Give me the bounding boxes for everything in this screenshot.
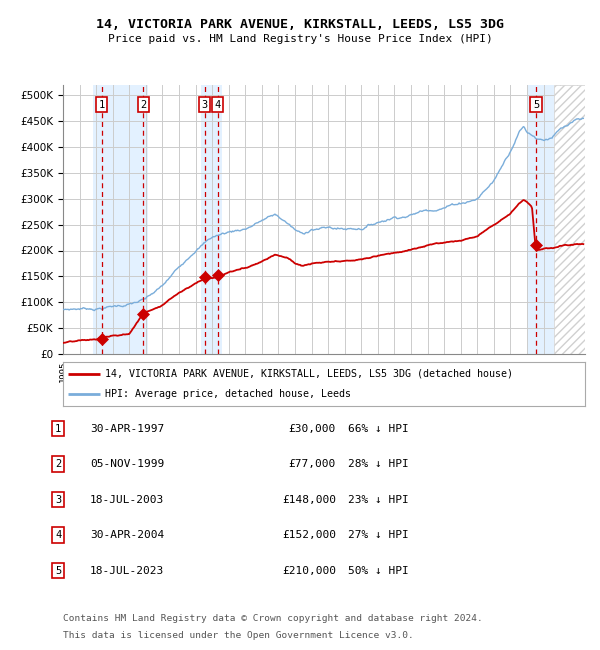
Text: 4: 4 — [55, 530, 61, 540]
Text: 14, VICTORIA PARK AVENUE, KIRKSTALL, LEEDS, LS5 3DG (detached house): 14, VICTORIA PARK AVENUE, KIRKSTALL, LEE… — [105, 369, 513, 379]
Text: 50% ↓ HPI: 50% ↓ HPI — [348, 566, 409, 575]
Text: 1: 1 — [55, 424, 61, 434]
Text: 30-APR-1997: 30-APR-1997 — [90, 424, 164, 434]
Text: £30,000: £30,000 — [289, 424, 336, 434]
Text: 28% ↓ HPI: 28% ↓ HPI — [348, 459, 409, 469]
Text: 05-NOV-1999: 05-NOV-1999 — [90, 459, 164, 469]
Text: 18-JUL-2003: 18-JUL-2003 — [90, 495, 164, 504]
Text: 1: 1 — [98, 99, 105, 110]
Text: Price paid vs. HM Land Registry's House Price Index (HPI): Price paid vs. HM Land Registry's House … — [107, 34, 493, 44]
Text: 5: 5 — [533, 99, 539, 110]
Text: 23% ↓ HPI: 23% ↓ HPI — [348, 495, 409, 504]
Text: £152,000: £152,000 — [282, 530, 336, 540]
Text: £210,000: £210,000 — [282, 566, 336, 575]
Text: 18-JUL-2023: 18-JUL-2023 — [90, 566, 164, 575]
Text: 14, VICTORIA PARK AVENUE, KIRKSTALL, LEEDS, LS5 3DG: 14, VICTORIA PARK AVENUE, KIRKSTALL, LEE… — [96, 18, 504, 31]
Text: 4: 4 — [214, 99, 221, 110]
Text: Contains HM Land Registry data © Crown copyright and database right 2024.: Contains HM Land Registry data © Crown c… — [63, 614, 483, 623]
Text: 2: 2 — [55, 459, 61, 469]
Bar — [200, 84, 222, 354]
Text: £77,000: £77,000 — [289, 459, 336, 469]
Text: This data is licensed under the Open Government Licence v3.0.: This data is licensed under the Open Gov… — [63, 630, 414, 640]
Text: 66% ↓ HPI: 66% ↓ HPI — [348, 424, 409, 434]
Text: 27% ↓ HPI: 27% ↓ HPI — [348, 530, 409, 540]
Text: 3: 3 — [202, 99, 208, 110]
Text: 5: 5 — [55, 566, 61, 575]
Bar — [93, 84, 148, 354]
Text: £148,000: £148,000 — [282, 495, 336, 504]
Bar — [527, 84, 554, 354]
Text: 3: 3 — [55, 495, 61, 504]
Text: 2: 2 — [140, 99, 146, 110]
Text: 30-APR-2004: 30-APR-2004 — [90, 530, 164, 540]
Text: HPI: Average price, detached house, Leeds: HPI: Average price, detached house, Leed… — [105, 389, 351, 399]
